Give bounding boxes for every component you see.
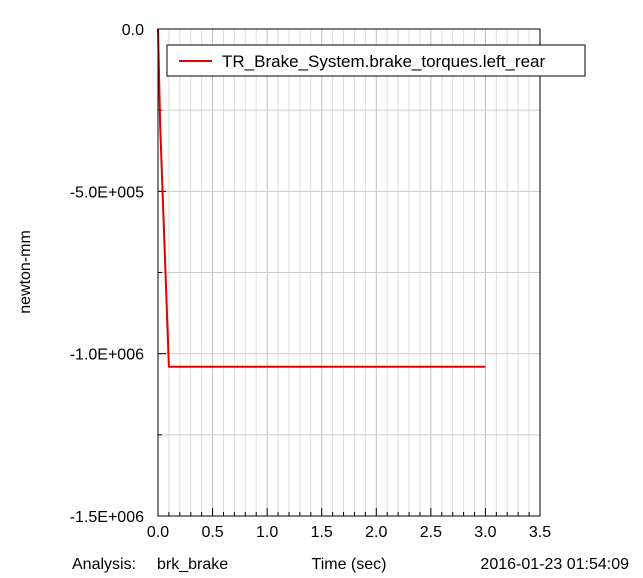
footer-analysis-label: Analysis: bbox=[72, 556, 136, 573]
legend-label: TR_Brake_System.brake_torques.left_rear bbox=[222, 52, 545, 71]
legend-box bbox=[166, 44, 586, 77]
y-tick-label: 0.0 bbox=[122, 22, 144, 39]
series-line bbox=[157, 28, 486, 368]
x-tick-label: 2.0 bbox=[365, 524, 387, 541]
x-tick-label: 2.5 bbox=[420, 524, 442, 541]
y-tick-labels: 0.0 -5.0E+005 -1.0E+006 -1.5E+006 bbox=[70, 22, 144, 526]
x-tick-label: 0.0 bbox=[147, 524, 169, 541]
minor-ticks bbox=[158, 109, 530, 516]
x-axis-title: Time (sec) bbox=[312, 556, 387, 573]
footer-timestamp: 2016-01-23 01:54:09 bbox=[480, 556, 629, 573]
legend: TR_Brake_System.brake_torques.left_rear bbox=[166, 44, 586, 77]
x-tick-labels: 0.0 0.5 1.0 1.5 2.0 2.5 3.0 3.5 bbox=[147, 524, 551, 541]
y-axis-title: newton-mm bbox=[17, 230, 34, 314]
x-tick-label: 0.5 bbox=[201, 524, 223, 541]
plot-frame bbox=[157, 28, 541, 517]
x-tick-label: 3.0 bbox=[474, 524, 496, 541]
x-tick-label: 1.0 bbox=[256, 524, 278, 541]
x-tick-label: 1.5 bbox=[311, 524, 333, 541]
y-tick-label: -5.0E+005 bbox=[70, 184, 144, 201]
series-layer bbox=[157, 28, 486, 368]
grid-lines bbox=[158, 29, 540, 516]
y-tick-label: -1.0E+006 bbox=[70, 347, 144, 364]
x-tick-label: 3.5 bbox=[529, 524, 551, 541]
y-tick-label: -1.5E+006 bbox=[70, 509, 144, 526]
footer-analysis-name: brk_brake bbox=[157, 556, 228, 573]
